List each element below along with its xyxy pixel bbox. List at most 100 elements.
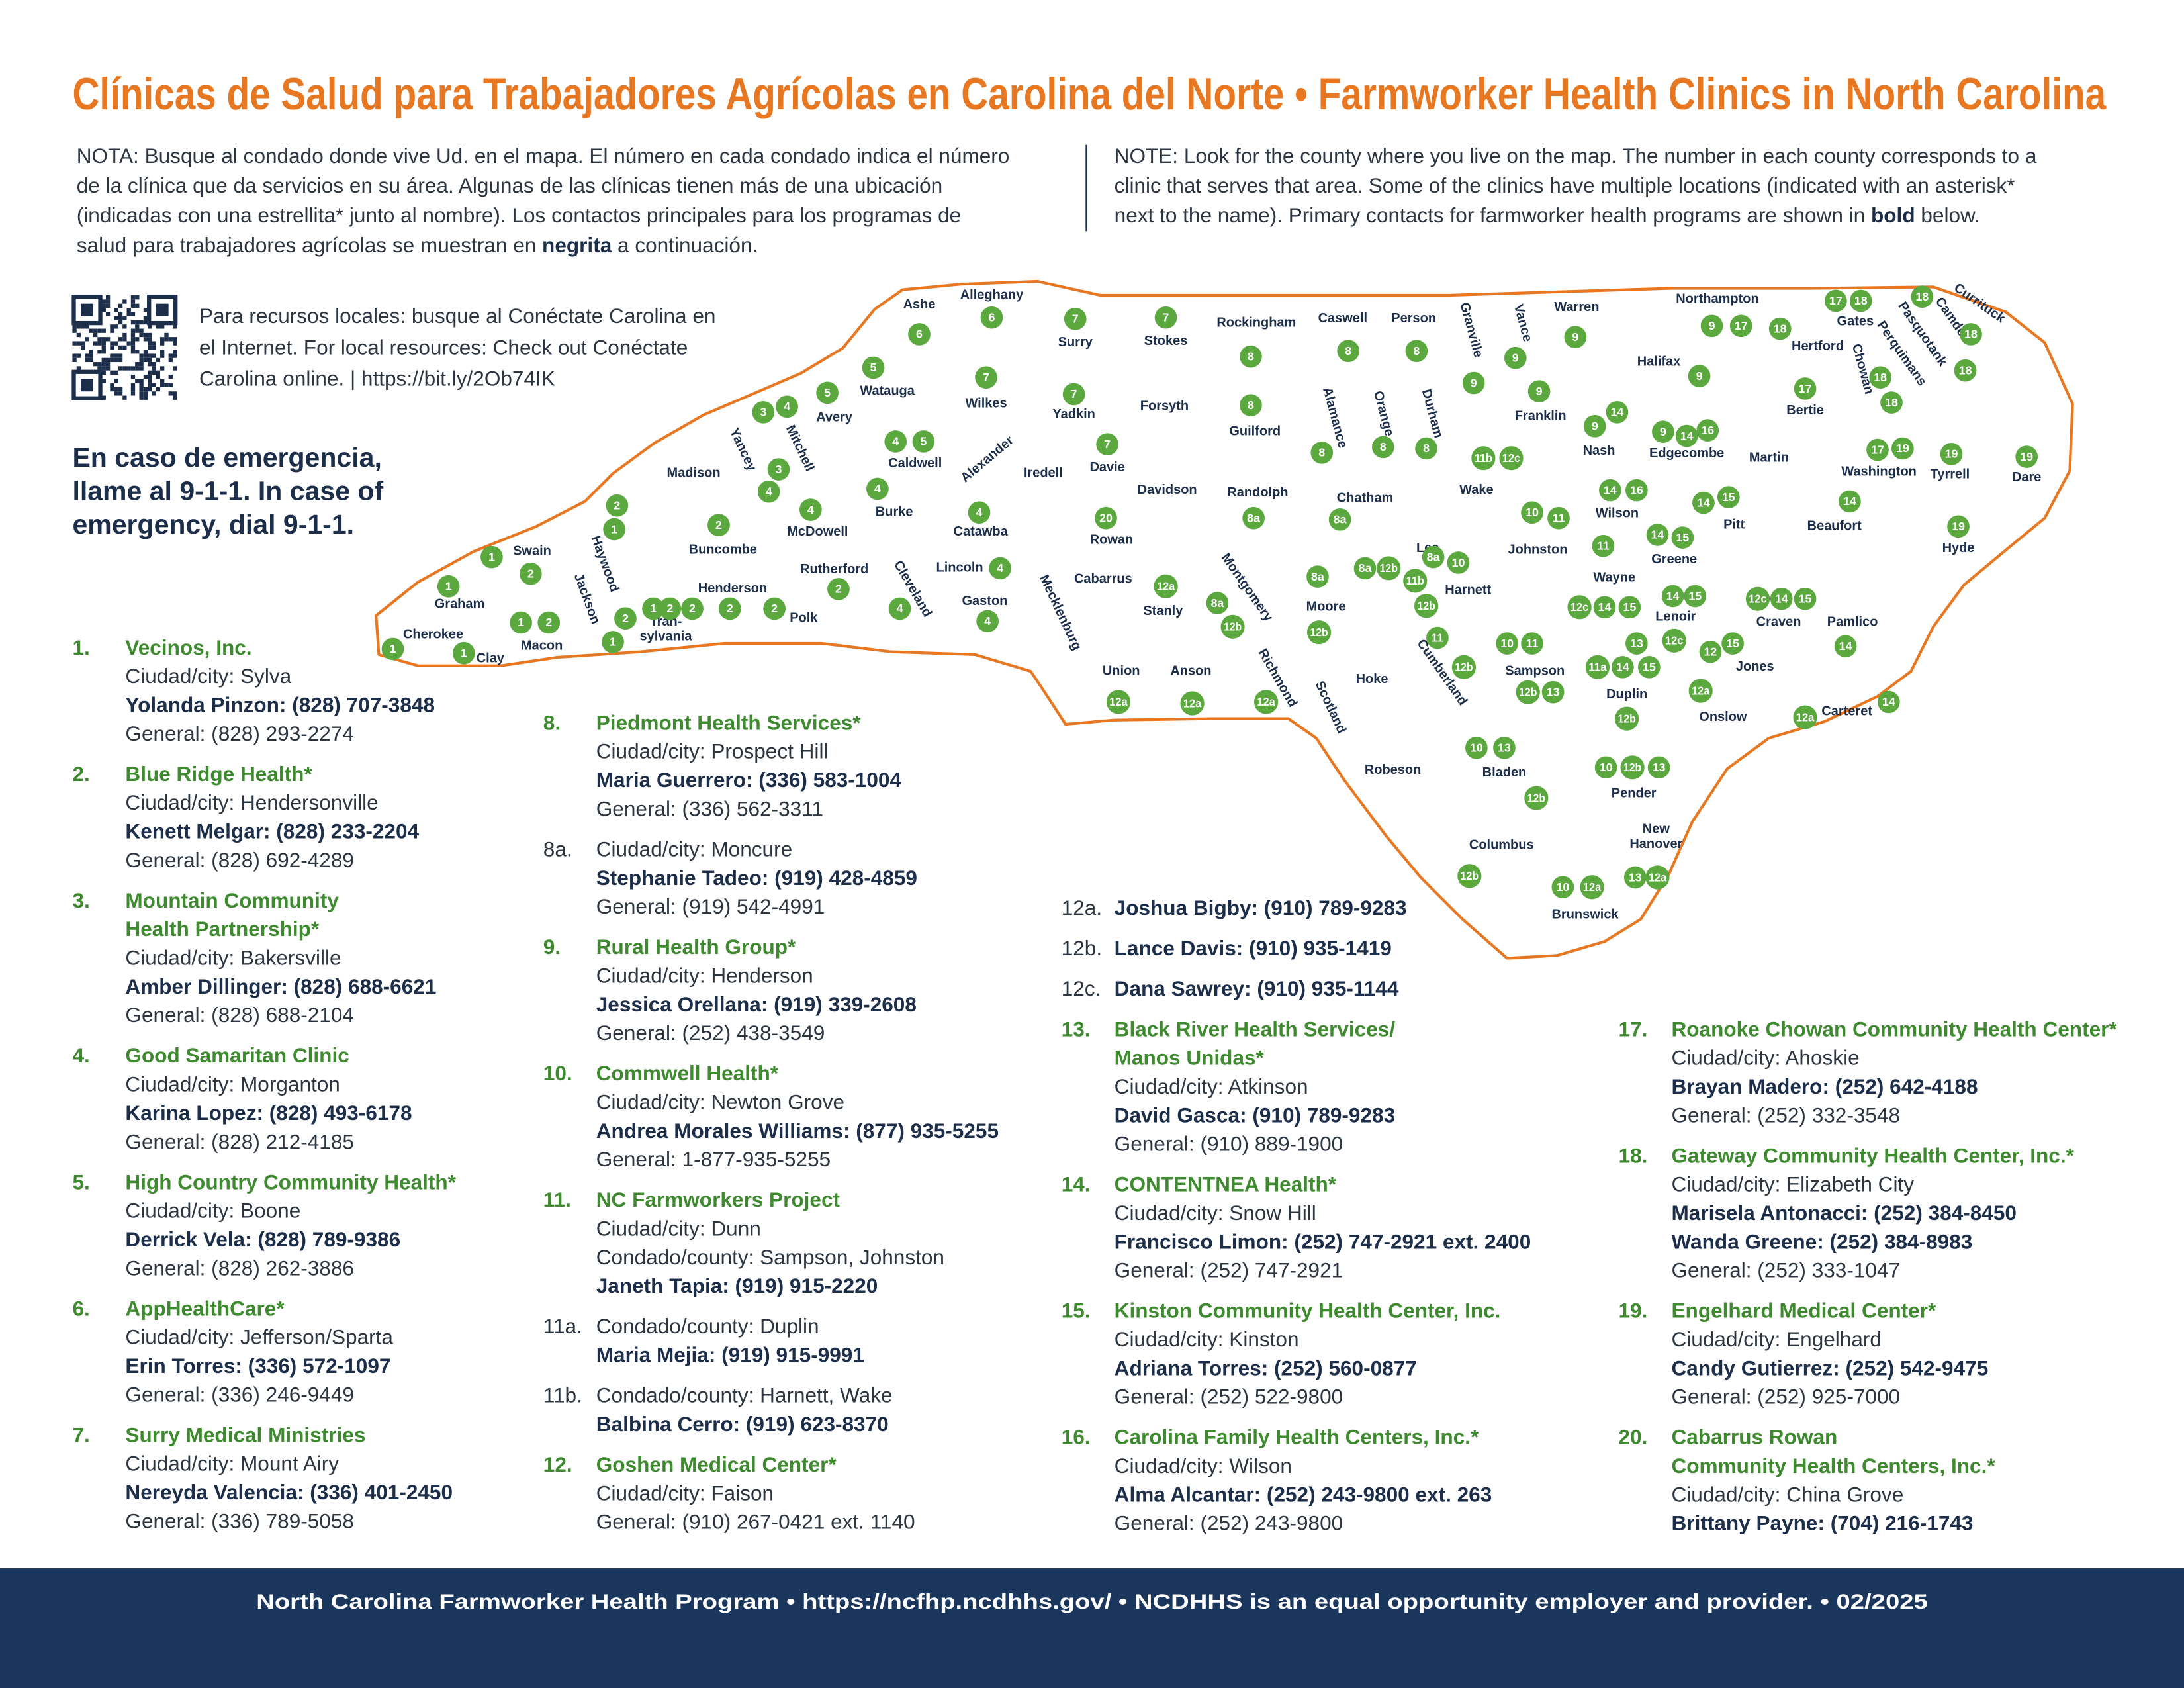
county: Clay 1 bbox=[452, 641, 504, 665]
clinic-detail: Ciudad/city: Morganton bbox=[125, 1072, 340, 1096]
county: Gates 17 18 bbox=[1825, 289, 1874, 328]
note-text: salud para trabajadores agrícolas se mue… bbox=[77, 233, 542, 257]
qr-cell bbox=[93, 328, 98, 333]
county-name: Beaufort bbox=[1807, 519, 1862, 534]
clinic-detail: General: (336) 562-3311 bbox=[596, 796, 823, 820]
clinic-number: 12. bbox=[543, 1452, 572, 1476]
note-line: (indicadas con una estrellita* junto al … bbox=[77, 203, 961, 227]
county: Washington 17 19 bbox=[1841, 437, 1917, 479]
qr-cell bbox=[101, 345, 106, 350]
county: Caswell 8 bbox=[1318, 311, 1367, 363]
clinic-badge-label: 13 bbox=[1629, 870, 1642, 884]
clinic-badge-label: 19 bbox=[1896, 442, 1909, 455]
clinic-badge-label: 11 bbox=[1526, 637, 1539, 650]
clinic-contact: Stephanie Tadeo: (919) 428-4859 bbox=[596, 866, 917, 890]
clinic-badge bbox=[1593, 596, 1616, 619]
county: Person 8 bbox=[1391, 311, 1436, 363]
clinic-badge-label: 14 bbox=[1610, 406, 1623, 419]
clinic-badge bbox=[1465, 736, 1488, 759]
county: Brunswick 10 12a bbox=[1551, 875, 1619, 922]
clinic-badge-label: 9 bbox=[1709, 319, 1715, 332]
county-name: Sampson bbox=[1505, 663, 1565, 678]
county-name: Surry bbox=[1058, 335, 1093, 350]
clinic-badge-label: 4 bbox=[766, 485, 772, 498]
county: Surry 7 bbox=[1058, 307, 1093, 350]
clinic-name: Kinston Community Health Center, Inc. bbox=[1115, 1299, 1501, 1323]
clinic-badge bbox=[866, 477, 889, 500]
clinic-badge bbox=[1403, 569, 1428, 593]
county-name: Carteret bbox=[1821, 704, 1872, 718]
qr-cell bbox=[97, 328, 102, 333]
qr-cell bbox=[135, 337, 140, 342]
qr-cell bbox=[105, 295, 111, 300]
clinic-badge bbox=[1551, 876, 1574, 899]
clinic-badge-label: 10 bbox=[1525, 506, 1539, 519]
county: Burke 4 bbox=[866, 477, 913, 520]
clinic-contact: Adriana Torres: (252) 560-0877 bbox=[1115, 1356, 1417, 1380]
clinic-badge-label: 18 bbox=[1959, 363, 1972, 377]
clinic-badge-label: 4 bbox=[997, 561, 1003, 575]
qr-cell bbox=[118, 345, 123, 350]
county-name: Martin bbox=[1749, 450, 1789, 465]
clinic-badge bbox=[912, 430, 935, 453]
qr-cell bbox=[105, 357, 111, 363]
county: Davie 7 bbox=[1089, 433, 1125, 475]
clinic-detail: Ciudad/city: Dunn bbox=[596, 1217, 761, 1241]
clinic-badge-label: 9 bbox=[1696, 369, 1703, 383]
clinic-badge bbox=[1496, 632, 1519, 655]
clinic-badge bbox=[799, 498, 822, 521]
clinic-detail: Ciudad/city: Newton Grove bbox=[596, 1090, 844, 1114]
county-name: McDowell bbox=[787, 524, 848, 539]
clinic-name: Carolina Family Health Centers, Inc.* bbox=[1115, 1425, 1479, 1449]
clinic-badge-label: 14 bbox=[1680, 429, 1694, 442]
county: Buncombe 2 bbox=[689, 514, 757, 557]
clinic-badge-label: 1 bbox=[461, 647, 467, 660]
clinic-badge bbox=[968, 501, 991, 524]
clinic-badge-label: 13 bbox=[1547, 685, 1560, 698]
clinic-badge bbox=[1504, 346, 1527, 369]
clinic-badge-label: 14 bbox=[1882, 695, 1895, 708]
county-name: Macon bbox=[521, 639, 563, 653]
qr-cell bbox=[101, 328, 106, 333]
clinic-detail: Ciudad/city: Sylva bbox=[125, 664, 291, 688]
county-name: Brunswick bbox=[1551, 908, 1619, 922]
qr-cell bbox=[135, 366, 140, 371]
clinic-badge-label: 8a bbox=[1247, 511, 1261, 524]
clinic-number: 8a. bbox=[543, 837, 572, 861]
clinic-badge bbox=[1493, 736, 1516, 759]
clinic-badge bbox=[1521, 632, 1543, 655]
qr-cell bbox=[105, 303, 111, 308]
clinic-detail: General: (336) 789-5058 bbox=[125, 1509, 354, 1532]
clinic-badge-label: 12b bbox=[1617, 712, 1635, 725]
clinic-badge bbox=[1253, 690, 1279, 714]
clinic-badge-label: 4 bbox=[784, 400, 790, 413]
clinic-number: 20. bbox=[1619, 1425, 1648, 1449]
clinic-badge-label: 11a bbox=[1588, 661, 1607, 674]
clinic-number: 3. bbox=[72, 888, 89, 912]
qr-cell bbox=[130, 320, 136, 325]
clinic-badge bbox=[1180, 691, 1205, 716]
clinic-badge bbox=[1337, 340, 1360, 363]
clinic-contact: Dana Sawrey: (910) 935-1144 bbox=[1115, 976, 1399, 1000]
county: Avery 5 bbox=[816, 381, 852, 424]
clinic-badge bbox=[1306, 620, 1332, 645]
clinic-number: 15. bbox=[1062, 1299, 1091, 1323]
clinic-detail: General: (252) 332-3548 bbox=[1672, 1103, 1901, 1127]
qr-cell bbox=[110, 328, 114, 333]
clinic-badge bbox=[1625, 632, 1648, 655]
county: Halifax 9 bbox=[1637, 354, 1711, 387]
qr-cell bbox=[148, 383, 152, 387]
qr-cell bbox=[152, 391, 156, 396]
clinic-badge-label: 14 bbox=[1598, 600, 1612, 614]
qr-cell bbox=[101, 341, 106, 346]
county: Rowan 20 bbox=[1090, 506, 1133, 547]
qr-cell bbox=[156, 324, 161, 329]
qr-cell bbox=[81, 341, 85, 346]
clinic-detail: General: (252) 925-7000 bbox=[1672, 1385, 1901, 1409]
clinic-badge-label: 7 bbox=[1072, 312, 1079, 326]
county: Catawba 4 bbox=[954, 501, 1009, 539]
